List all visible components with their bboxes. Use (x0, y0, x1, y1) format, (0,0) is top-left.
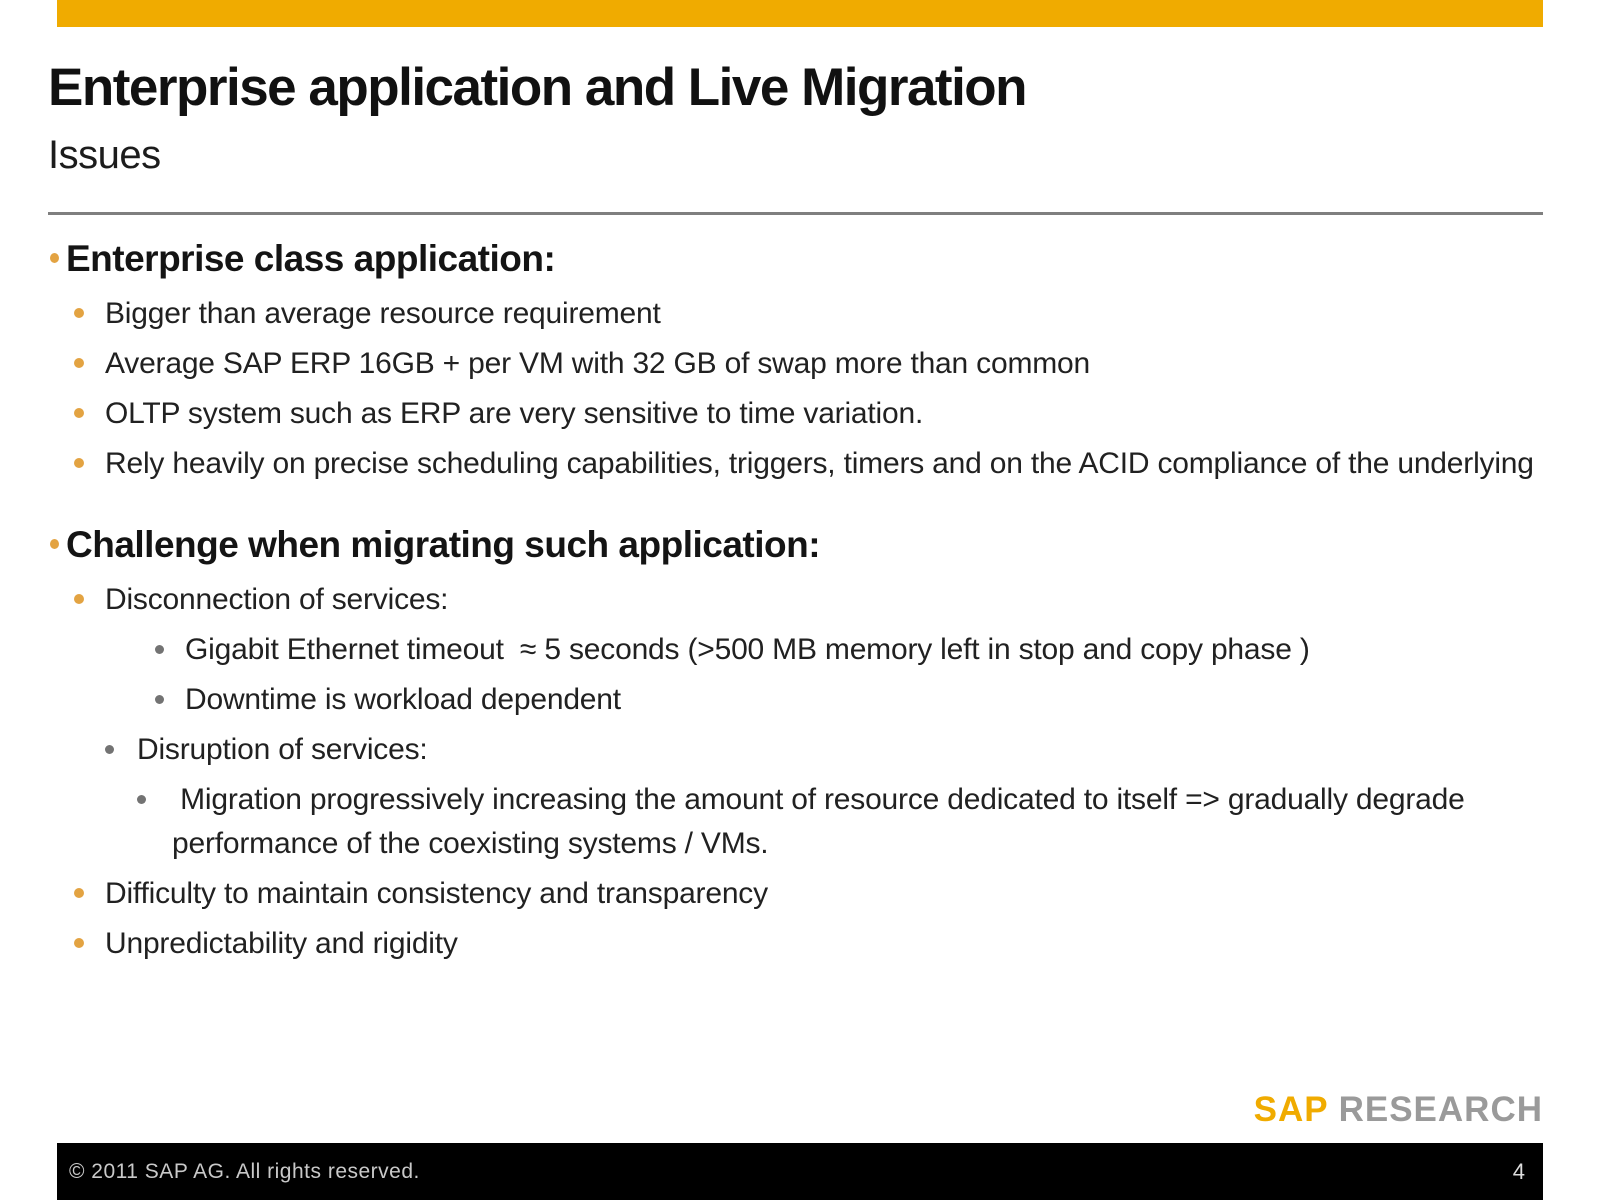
logo-research-text: RESEARCH (1338, 1090, 1543, 1129)
bullet-item: Downtime is workload dependent (48, 678, 1543, 722)
section: Challenge when migrating such applicatio… (48, 522, 1543, 966)
bullet-icon (137, 795, 146, 804)
bullet-icon (155, 645, 164, 654)
bullet-icon (74, 358, 84, 368)
bullet-item: Rely heavily on precise scheduling capab… (48, 442, 1543, 486)
bullet-icon (74, 888, 84, 898)
section-heading: Enterprise class application: (48, 236, 1543, 282)
bullet-item: Average SAP ERP 16GB + per VM with 32 GB… (48, 342, 1543, 386)
bullet-item: Disconnection of services: (48, 578, 1543, 622)
bullet-icon (155, 695, 164, 704)
title-divider (48, 212, 1543, 215)
bullet-item-text: Downtime is workload dependent (185, 683, 621, 716)
bullet-icon (74, 308, 84, 318)
bullet-item: Disruption of services: (48, 728, 1543, 772)
section-heading-text: Enterprise class application: (66, 238, 556, 279)
page-number: 4 (1512, 1158, 1525, 1184)
bullet-item-text: Average SAP ERP 16GB + per VM with 32 GB… (105, 347, 1090, 380)
top-accent-bar (57, 0, 1543, 27)
bullet-item-text: Disconnection of services: (105, 583, 449, 616)
bullet-icon (74, 594, 84, 604)
logo-sap-text: SAP (1253, 1090, 1329, 1129)
heading-bullet-icon (50, 253, 59, 263)
bullet-item-text: Disruption of services: (137, 733, 428, 766)
bullet-item: Gigabit Ethernet timeout ≈ 5 seconds (>5… (48, 628, 1543, 672)
section: Enterprise class application: Bigger than… (48, 236, 1543, 486)
sap-research-logo: SAP RESEARCH (1254, 1090, 1543, 1130)
section-heading-text: Challenge when migrating such applicatio… (66, 524, 821, 565)
slide-title: Enterprise application and Live Migratio… (48, 58, 1028, 117)
bullet-item: Migration progressively increasing the a… (48, 778, 1543, 866)
bullet-item: Unpredictability and rigidity (48, 922, 1543, 966)
slide-subtitle: Issues (48, 133, 161, 177)
bullet-icon (105, 745, 114, 754)
bullet-item-text: Unpredictability and rigidity (105, 927, 458, 960)
bullet-icon (74, 458, 84, 468)
slide-content: Enterprise class application: Bigger than… (48, 236, 1543, 972)
bullet-item: Difficulty to maintain consistency and t… (48, 872, 1543, 916)
bullet-item-text: Rely heavily on precise scheduling capab… (105, 447, 1534, 480)
bullet-item: Bigger than average resource requirement (48, 292, 1543, 336)
bullet-item: OLTP system such as ERP are very sensiti… (48, 392, 1543, 436)
footer-copyright: © 2011 SAP AG. All rights reserved. (69, 1159, 420, 1183)
bullet-item-text: Difficulty to maintain consistency and t… (105, 877, 768, 910)
bullet-icon (74, 938, 84, 948)
bullet-item-text: OLTP system such as ERP are very sensiti… (105, 397, 924, 430)
section-heading: Challenge when migrating such applicatio… (48, 522, 1543, 568)
bullet-icon (74, 408, 84, 418)
heading-bullet-icon (50, 539, 59, 549)
bullet-item-text: Bigger than average resource requirement (105, 297, 661, 330)
bullet-item-text: Gigabit Ethernet timeout ≈ 5 seconds (>5… (185, 633, 1310, 666)
footer-bar: © 2011 SAP AG. All rights reserved. 4 (57, 1143, 1543, 1200)
bullet-item-text: Migration progressively increasing the a… (172, 783, 1473, 860)
